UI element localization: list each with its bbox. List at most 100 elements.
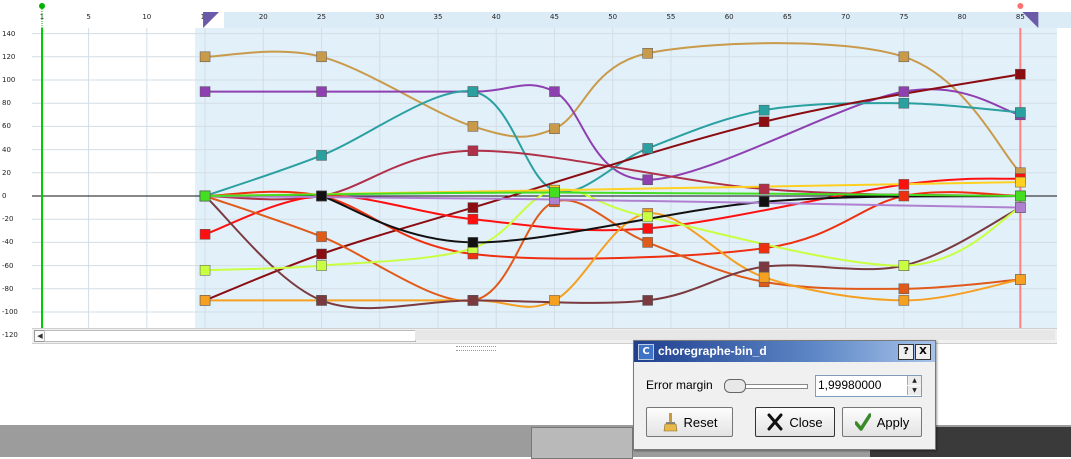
apply-label: Apply bbox=[876, 414, 910, 430]
scrollbar-thumb[interactable] bbox=[44, 330, 416, 342]
keyframe-point[interactable] bbox=[467, 202, 479, 213]
selection-end-marker[interactable] bbox=[1022, 12, 1039, 28]
keyframe-point[interactable] bbox=[316, 51, 327, 63]
arrow-down-icon[interactable]: ▼ bbox=[907, 386, 921, 395]
keyframe-point[interactable] bbox=[549, 295, 560, 306]
y-axis-tick-label: 20 bbox=[2, 168, 11, 177]
apply-button[interactable]: Apply bbox=[842, 407, 922, 437]
keyframe-point[interactable] bbox=[316, 231, 327, 242]
error-margin-dialog: C choregraphe-bin_d ? X Error margin ▲ ▼… bbox=[633, 340, 936, 450]
keyframe-point[interactable] bbox=[898, 260, 910, 271]
keyframe-point[interactable] bbox=[898, 190, 910, 202]
ruler-tick-label: 25 bbox=[317, 13, 326, 21]
keyframe-point[interactable] bbox=[642, 295, 653, 306]
ruler-selection-band bbox=[224, 12, 1071, 28]
ruler-tick-label: 65 bbox=[782, 13, 792, 21]
keyframe-point[interactable] bbox=[549, 123, 560, 134]
app-icon: C bbox=[638, 344, 654, 360]
animation-curve[interactable] bbox=[204, 90, 1021, 197]
dialog-titlebar[interactable]: C choregraphe-bin_d ? X bbox=[634, 341, 935, 362]
x-icon bbox=[767, 413, 783, 431]
timeline-ruler[interactable]: 1510152025303540455055606570758085 bbox=[32, 0, 1071, 28]
error-margin-label: Error margin bbox=[646, 378, 713, 392]
error-margin-slider[interactable] bbox=[724, 377, 808, 393]
keyframe-point[interactable] bbox=[898, 179, 910, 190]
keyframe-point[interactable] bbox=[1015, 68, 1026, 80]
ruler-tick-label: 40 bbox=[491, 13, 501, 21]
keyframe-point[interactable] bbox=[549, 86, 560, 97]
curve-editor-plot[interactable] bbox=[32, 28, 1057, 328]
keyframe-point[interactable] bbox=[199, 295, 211, 306]
keyframe-point[interactable] bbox=[758, 261, 770, 273]
keyframe-point[interactable] bbox=[642, 143, 653, 154]
playhead-handle[interactable] bbox=[1017, 3, 1024, 9]
keyframe-point[interactable] bbox=[642, 237, 653, 248]
keyframe-point[interactable] bbox=[1015, 176, 1026, 188]
keyframe-point[interactable] bbox=[316, 150, 327, 161]
bottom-panel-box bbox=[531, 427, 633, 459]
keyframe-point[interactable] bbox=[199, 51, 211, 63]
panel-splitter[interactable] bbox=[456, 346, 496, 351]
keyframe-point[interactable] bbox=[316, 248, 327, 260]
keyframe-point[interactable] bbox=[758, 271, 770, 283]
keyframe-point[interactable] bbox=[467, 86, 479, 97]
keyframe-point[interactable] bbox=[467, 145, 479, 157]
error-margin-input[interactable] bbox=[818, 377, 902, 393]
y-axis-tick-label: -100 bbox=[2, 308, 18, 316]
keyframe-point[interactable] bbox=[758, 183, 770, 195]
animation-curve[interactable] bbox=[204, 195, 1021, 302]
keyframe-point[interactable] bbox=[898, 86, 910, 97]
slider-thumb[interactable] bbox=[724, 379, 746, 393]
close-button[interactable]: Close bbox=[755, 407, 835, 437]
keyframe-point[interactable] bbox=[758, 242, 770, 254]
keyframe-point[interactable] bbox=[1015, 190, 1026, 202]
keyframe-point[interactable] bbox=[316, 295, 327, 306]
animation-curve[interactable] bbox=[205, 191, 1021, 197]
keyframe-point[interactable] bbox=[199, 264, 211, 276]
keyframe-point[interactable] bbox=[1015, 274, 1026, 285]
help-button[interactable]: ? bbox=[898, 344, 914, 360]
keyframe-point[interactable] bbox=[549, 187, 560, 198]
start-marker-handle[interactable] bbox=[39, 3, 45, 9]
keyframe-point[interactable] bbox=[758, 196, 770, 208]
close-window-button[interactable]: X bbox=[915, 344, 931, 360]
arrow-up-icon[interactable]: ▲ bbox=[907, 376, 921, 385]
keyframe-point[interactable] bbox=[758, 116, 770, 128]
reset-label: Reset bbox=[683, 414, 718, 430]
animation-curve[interactable] bbox=[205, 212, 1021, 308]
keyframe-point[interactable] bbox=[758, 104, 770, 116]
keyframe-point[interactable] bbox=[642, 223, 653, 234]
scrollbar-track[interactable] bbox=[415, 330, 1055, 340]
keyframe-point[interactable] bbox=[467, 121, 479, 132]
keyframe-point[interactable] bbox=[1015, 202, 1026, 213]
ruler-tick-label: 85 bbox=[1015, 13, 1025, 21]
y-axis-tick-label: -40 bbox=[2, 238, 14, 247]
keyframe-point[interactable] bbox=[898, 283, 910, 295]
y-axis-tick-label: 40 bbox=[2, 145, 11, 154]
ruler-tick-label: 20 bbox=[258, 13, 268, 21]
y-axis-tick-label: 140 bbox=[2, 29, 16, 38]
keyframe-point[interactable] bbox=[199, 190, 211, 202]
reset-button[interactable]: Reset bbox=[646, 407, 733, 437]
keyframe-point[interactable] bbox=[898, 295, 910, 306]
keyframe-point[interactable] bbox=[1015, 107, 1026, 118]
selection-start-marker[interactable] bbox=[203, 12, 220, 28]
error-margin-spinbox[interactable]: ▲ ▼ bbox=[815, 375, 922, 397]
keyframe-point[interactable] bbox=[642, 174, 653, 186]
keyframe-point[interactable] bbox=[642, 48, 653, 59]
keyframe-point[interactable] bbox=[467, 213, 479, 225]
keyframe-point[interactable] bbox=[467, 295, 479, 306]
animation-curve[interactable] bbox=[205, 195, 1021, 209]
keyframe-point[interactable] bbox=[467, 237, 479, 248]
ruler-tick-label: 70 bbox=[841, 13, 851, 21]
keyframe-point[interactable] bbox=[316, 86, 327, 97]
keyframe-point[interactable] bbox=[316, 260, 327, 271]
keyframe-point[interactable] bbox=[199, 86, 211, 97]
keyframe-point[interactable] bbox=[199, 229, 211, 240]
ruler-markers[interactable] bbox=[32, 0, 1057, 28]
ruler-tick-label: 60 bbox=[724, 13, 734, 21]
keyframe-point[interactable] bbox=[642, 211, 653, 223]
keyframe-point[interactable] bbox=[898, 51, 910, 63]
keyframe-point[interactable] bbox=[898, 97, 910, 109]
keyframe-point[interactable] bbox=[316, 190, 327, 202]
